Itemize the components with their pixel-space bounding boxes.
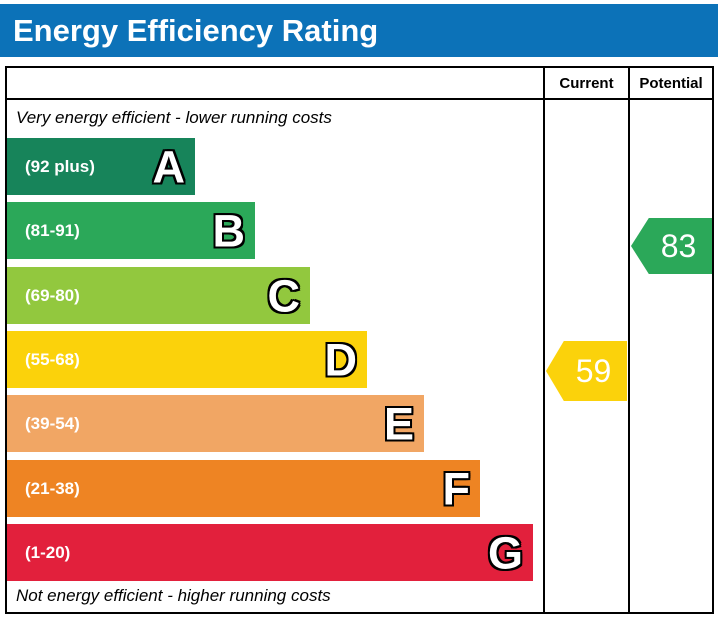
band-row-c: (69-80) C [7, 267, 310, 324]
band-row-d: (55-68) D [7, 331, 367, 388]
column-header-current: Current [559, 74, 614, 92]
band-range-label: (39-54) [25, 413, 80, 433]
band-letter: B [212, 205, 246, 256]
band-range-label: (69-80) [25, 285, 80, 305]
band-row-e: (39-54) E [7, 395, 424, 452]
epc-rating-table: Current Potential Very energy efficient … [5, 66, 714, 614]
current-rating-value: 59 [575, 352, 612, 389]
band-letter: C [267, 270, 301, 321]
potential-rating-arrow: 83 [631, 218, 712, 274]
band-range-label: (92 plus) [25, 156, 95, 176]
header-divider [7, 98, 712, 100]
band-row-g: (1-20) G [7, 524, 533, 581]
top-note: Very energy efficient - lower running co… [16, 108, 332, 127]
band-row-b: (81-91) B [7, 202, 255, 259]
page-title: Energy Efficiency Rating [13, 12, 379, 48]
band-range-label: (81-91) [25, 220, 80, 240]
title-bar: Energy Efficiency Rating [0, 4, 718, 57]
column-header-potential: Potential [639, 74, 703, 92]
band-letter: A [152, 141, 186, 192]
potential-rating-value: 83 [660, 227, 697, 264]
band-row-a: (92 plus) A [7, 138, 195, 195]
band-letter: E [383, 398, 414, 449]
current-rating-arrow: 59 [546, 341, 627, 401]
band-row-f: (21-38) F [7, 460, 480, 517]
bottom-note: Not energy efficient - higher running co… [16, 586, 331, 605]
band-range-label: (1-20) [25, 542, 71, 562]
column-divider-potential [628, 68, 630, 612]
band-letter: D [324, 334, 358, 385]
band-range-label: (55-68) [25, 349, 80, 369]
band-letter: F [442, 463, 471, 514]
column-divider-current [543, 68, 545, 612]
band-range-label: (21-38) [25, 478, 80, 498]
band-letter: G [487, 527, 523, 578]
